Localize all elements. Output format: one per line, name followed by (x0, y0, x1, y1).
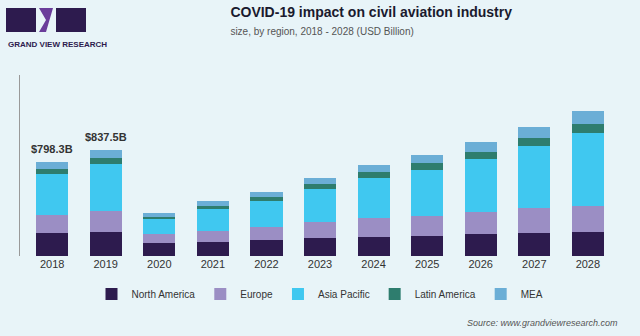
svg-text:Source: www.grandviewresearch.: Source: www.grandviewresearch.com (467, 318, 618, 328)
svg-text:2025: 2025 (415, 258, 439, 270)
svg-text:2024: 2024 (361, 258, 385, 270)
svg-text:2020: 2020 (147, 258, 171, 270)
svg-text:Asia Pacific: Asia Pacific (318, 289, 370, 300)
svg-text:$837.5B: $837.5B (85, 131, 127, 143)
svg-text:Latin America: Latin America (415, 289, 476, 300)
svg-text:GRAND VIEW RESEARCH: GRAND VIEW RESEARCH (8, 40, 107, 49)
svg-text:2018: 2018 (40, 258, 64, 270)
svg-text:2021: 2021 (201, 258, 225, 270)
svg-text:North America: North America (132, 289, 196, 300)
svg-text:2022: 2022 (254, 258, 278, 270)
svg-text:$798.3B: $798.3B (31, 143, 73, 155)
svg-text:COVID-19 impact on civil aviat: COVID-19 impact on civil aviation indust… (230, 4, 512, 37)
svg-text:2028: 2028 (576, 258, 600, 270)
svg-text:2023: 2023 (308, 258, 332, 270)
svg-text:MEA: MEA (521, 289, 543, 300)
svg-text:2027: 2027 (522, 258, 546, 270)
svg-text:2026: 2026 (468, 258, 492, 270)
svg-text:2019: 2019 (93, 258, 117, 270)
svg-text:Europe: Europe (240, 289, 273, 300)
